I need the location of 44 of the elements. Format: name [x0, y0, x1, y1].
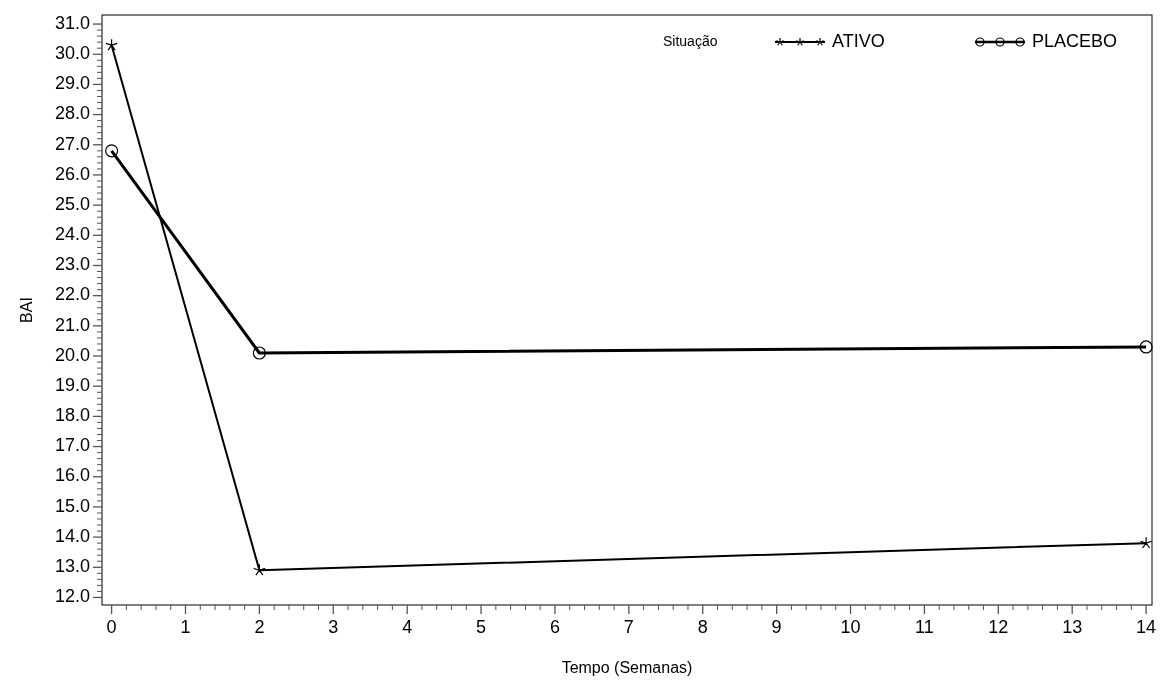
x-tick-label: 8 — [697, 617, 708, 637]
x-tick-label: 4 — [402, 617, 413, 637]
legend-label: ATIVO — [832, 30, 885, 51]
y-tick-label: 25.0 — [54, 193, 90, 214]
y-tick-label: 17.0 — [54, 435, 90, 456]
point — [105, 144, 119, 158]
y-tick-label: 15.0 — [54, 495, 90, 516]
point — [252, 346, 266, 360]
y-tick-label: 14.0 — [54, 525, 90, 546]
x-tick-label: 14 — [1136, 617, 1157, 637]
y-tick-label: 21.0 — [54, 314, 90, 335]
y-tick-label: 26.0 — [54, 163, 90, 184]
y-tick-label: 29.0 — [54, 73, 90, 94]
legend-title: Situação — [663, 32, 718, 49]
y-tick-label: 24.0 — [54, 224, 90, 245]
legend-label: PLACEBO — [1032, 30, 1118, 51]
point — [1139, 340, 1153, 354]
y-tick-label: 20.0 — [54, 344, 90, 365]
x-tick-label: 10 — [840, 617, 861, 637]
x-tick-label: 3 — [328, 617, 339, 637]
y-tick-label: 12.0 — [54, 586, 90, 607]
y-tick-label: 22.0 — [54, 284, 90, 305]
y-tick-label: 23.0 — [54, 254, 90, 275]
y-tick-label: 16.0 — [54, 465, 90, 486]
y-tick-label: 30.0 — [54, 42, 90, 63]
x-tick-label: 5 — [476, 617, 487, 637]
x-tick-label: 9 — [771, 617, 782, 637]
x-tick-label: 12 — [988, 617, 1009, 637]
x-tick-label: 6 — [549, 617, 560, 637]
y-tick-label: 13.0 — [54, 556, 90, 577]
x-tick-label: 7 — [623, 617, 634, 637]
y-tick-label: 19.0 — [54, 374, 90, 395]
y-tick-label: 27.0 — [54, 133, 90, 154]
y-axis-title: BAI — [18, 297, 35, 323]
x-tick-label: 0 — [106, 617, 117, 637]
y-tick-label: 31.0 — [54, 12, 90, 33]
y-tick-label: 28.0 — [54, 103, 90, 124]
x-tick-label: 1 — [180, 617, 191, 637]
point — [253, 563, 266, 576]
x-tick-label: 2 — [254, 617, 265, 637]
y-tick-label: 18.0 — [54, 405, 90, 426]
x-axis-title: Tempo (Semanas) — [561, 659, 693, 676]
x-tick-label: 11 — [915, 617, 934, 637]
x-tick-label: 13 — [1062, 617, 1083, 637]
